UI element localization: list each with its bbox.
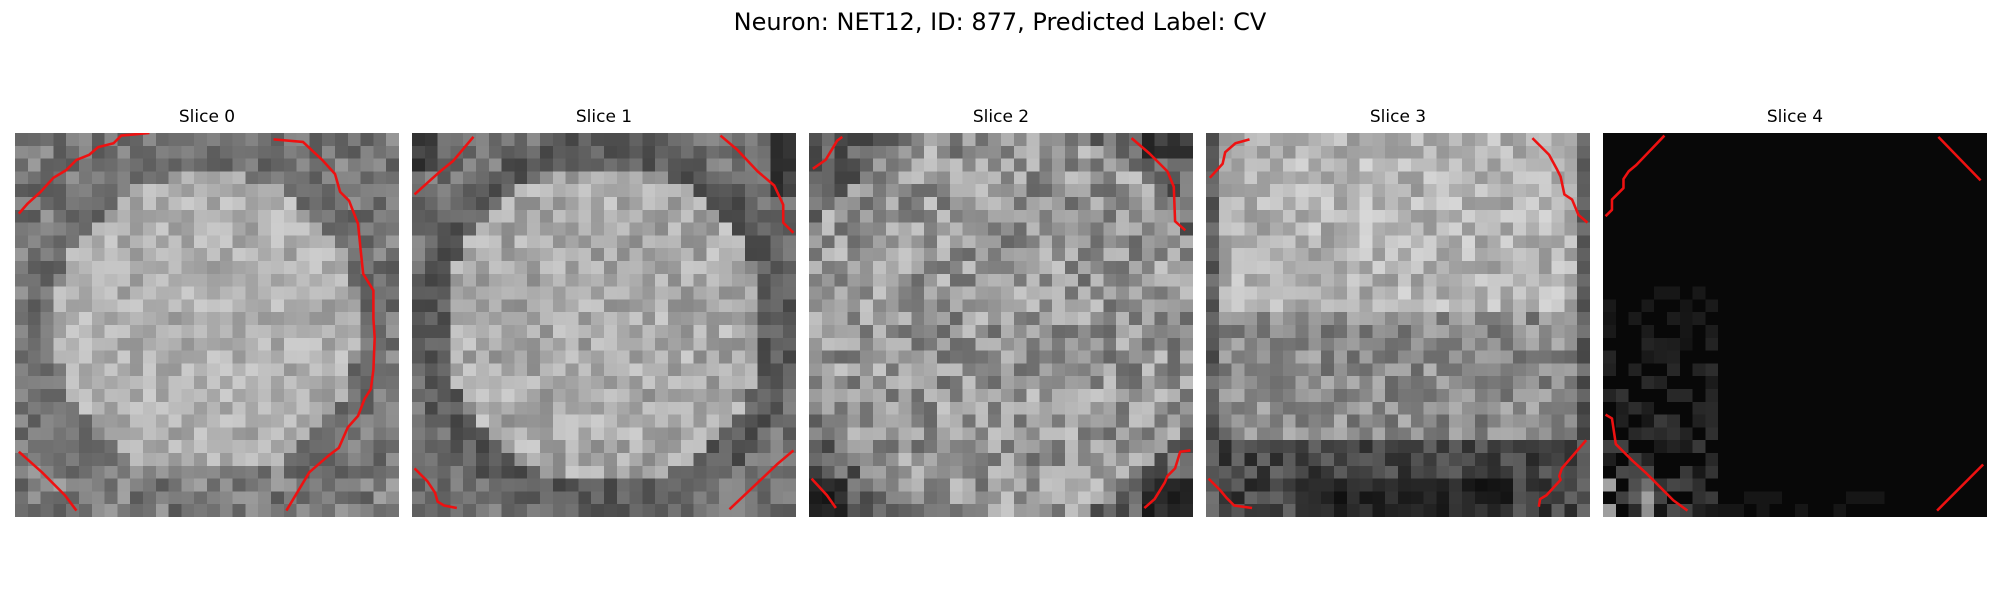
slice-title-4: Slice 4 [1766,107,1824,127]
contour-line-1-3 [728,449,795,511]
contour-line-1-0 [413,136,475,196]
contour-line-3-3 [1537,439,1588,507]
contour-line-4-1 [1937,135,1982,182]
slice-panel-3: Slice 3 [1206,106,1590,517]
slice-image-2 [809,133,1193,517]
contour-line-0-2 [17,450,78,512]
contour-line-0-0 [17,133,150,215]
contour-line-2-1 [1130,137,1187,232]
slice-panel-4: Slice 4 [1603,106,1987,517]
slice-title-0: Slice 0 [178,107,236,127]
contour-line-0-1 [273,138,376,512]
contour-line-3-1 [1531,137,1589,224]
slice-panel-2: Slice 2 [809,106,1193,517]
contour-line-4-0 [1604,134,1666,218]
slice-image-1 [412,133,796,517]
contour-line-3-0 [1208,138,1250,179]
contour-line-2-3 [1143,449,1191,510]
slice-image-4 [1603,133,1987,517]
slice-panel-1: Slice 1 [412,106,796,517]
slice-title-2: Slice 2 [972,107,1030,127]
contour-line-3-2 [1207,477,1253,510]
contour-line-2-2 [810,477,837,509]
slice-title-3: Slice 3 [1369,107,1427,127]
slice-image-0 [15,133,399,517]
contour-line-4-3 [1936,463,1985,512]
contour-line-2-0 [812,135,844,170]
slice-image-3 [1206,133,1590,517]
slice-panel-0: Slice 0 [15,106,399,517]
contour-line-1-1 [719,134,795,234]
contour-line-4-2 [1604,413,1689,512]
slice-title-1: Slice 1 [575,107,633,127]
figure-title: Neuron: NET12, ID: 877, Predicted Label:… [733,8,1267,36]
contour-line-1-2 [413,467,458,510]
